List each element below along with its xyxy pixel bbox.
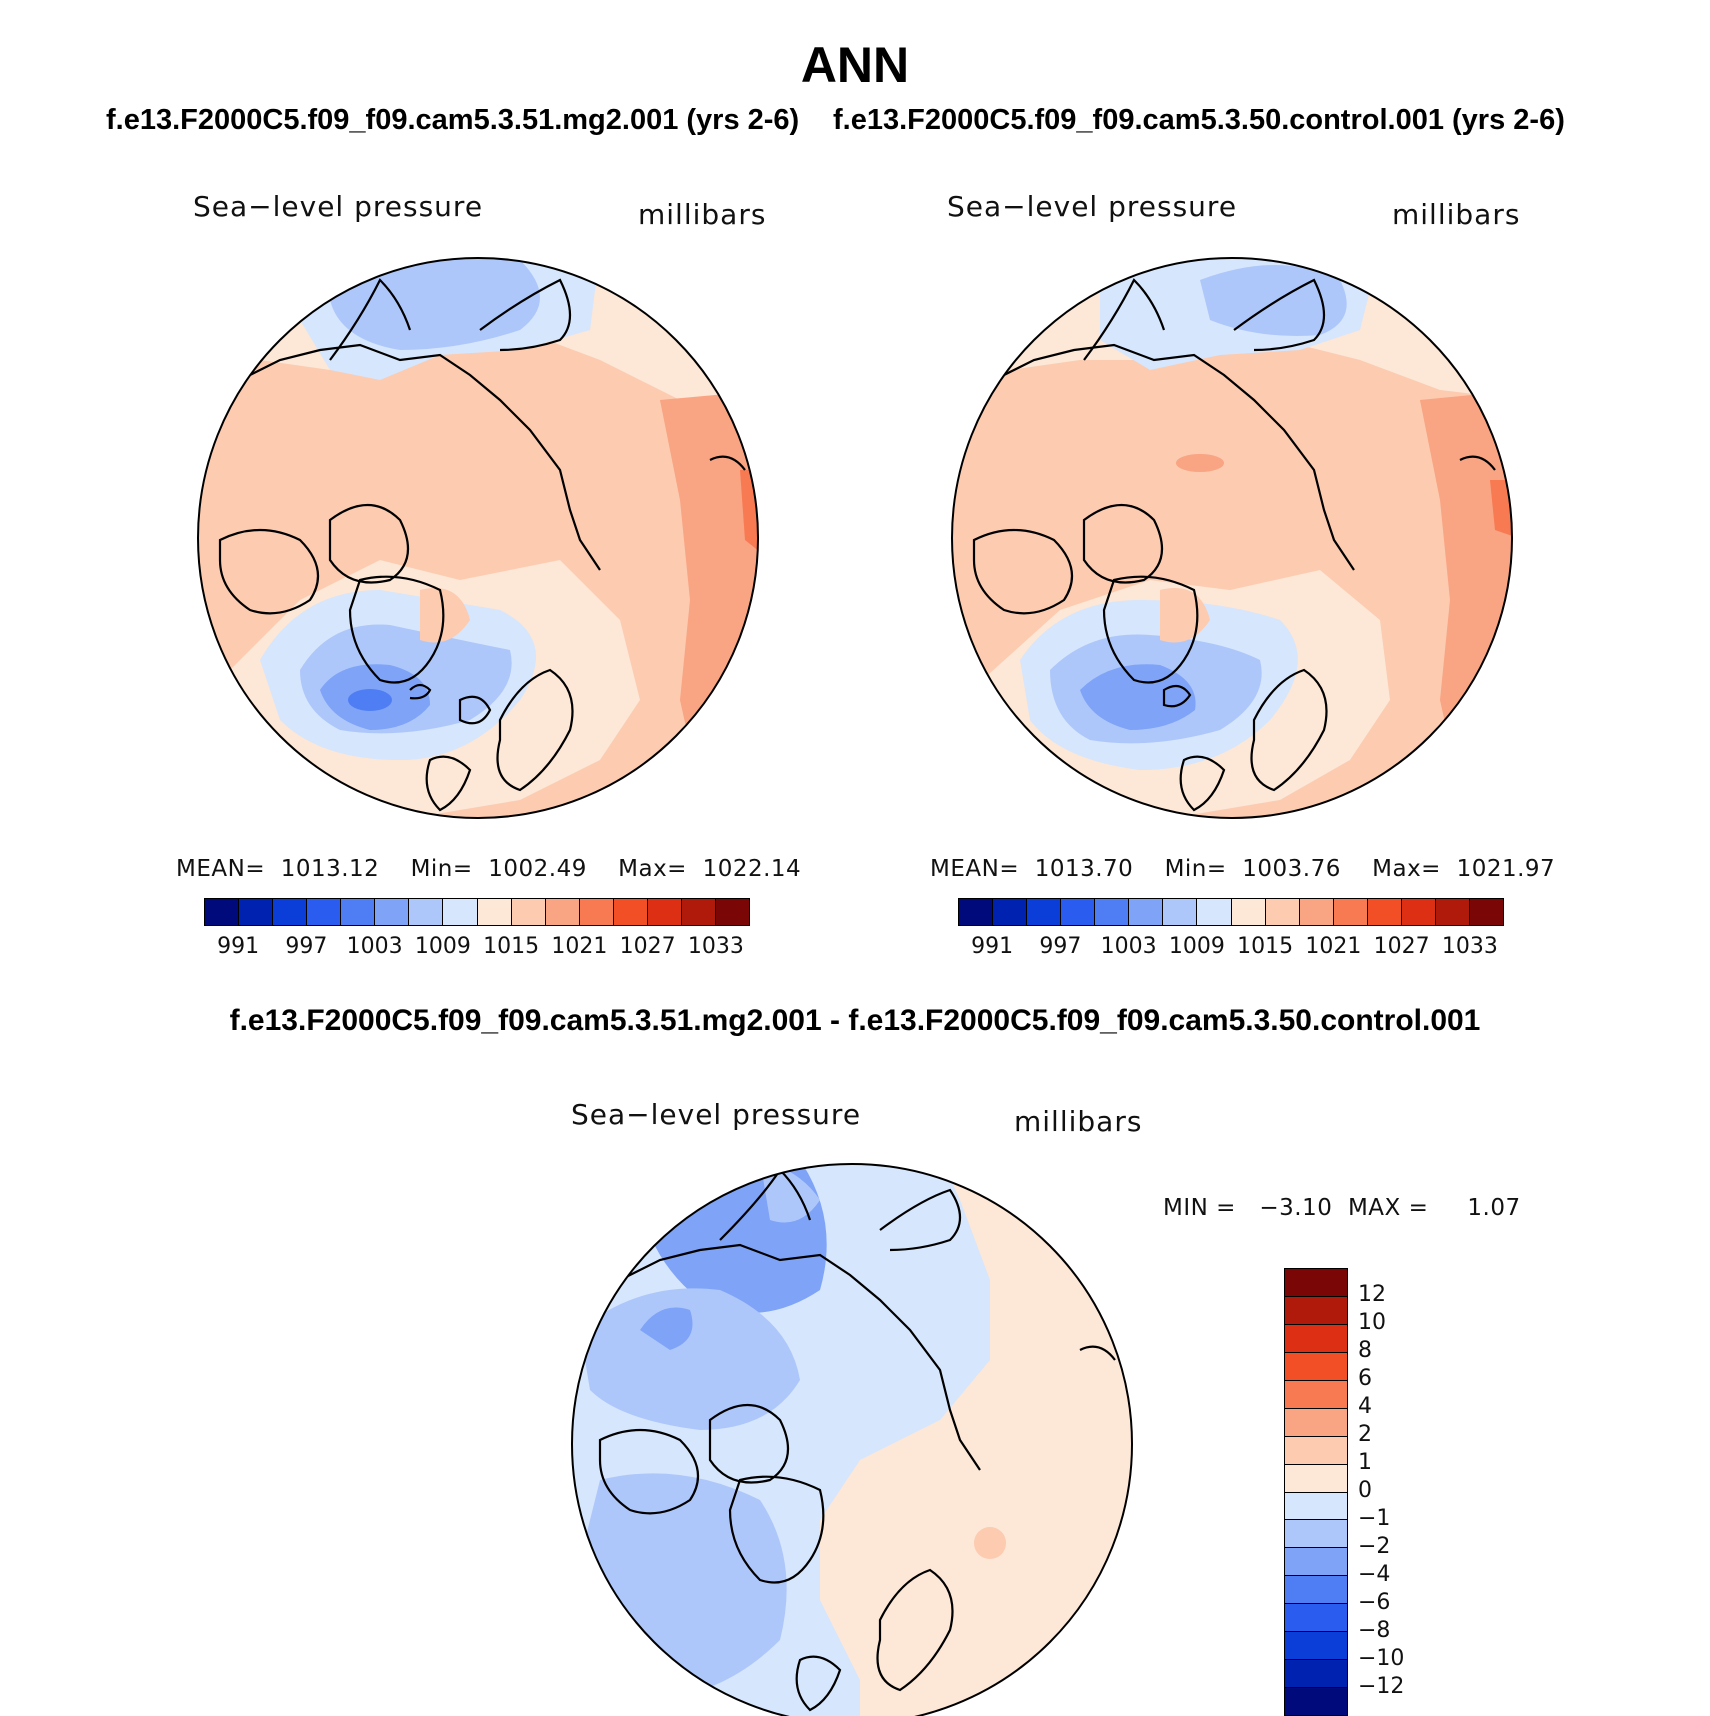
- colorbar-tick-label: −4: [1358, 1562, 1391, 1587]
- difference-title: f.e13.F2000C5.f09_f09.cam5.3.51.mg2.001 …: [229, 1004, 1481, 1037]
- colorbar-tick-label: 1015: [483, 934, 540, 959]
- colorbar-swatch: [511, 899, 546, 925]
- panel1-units-label: millibars: [638, 198, 767, 231]
- colorbar-swatch: [1285, 1352, 1347, 1381]
- colorbar-tick-label: 1027: [1373, 934, 1430, 959]
- colorbar-tick-label: 8: [1358, 1338, 1372, 1363]
- difference-units-label: millibars: [1014, 1105, 1143, 1138]
- colorbar-swatch: [1285, 1408, 1347, 1437]
- colorbar-swatch: [1265, 899, 1300, 925]
- colorbar-swatch: [1333, 899, 1368, 925]
- colorbar-tick-label: 1021: [551, 934, 608, 959]
- colorbar-swatch: [1285, 1548, 1347, 1577]
- colorbar-swatch: [1163, 899, 1198, 925]
- colorbar-tick-label: −10: [1358, 1646, 1405, 1671]
- colorbar-tick-label: 991: [971, 934, 1014, 959]
- colorbar-tick-label: −2: [1358, 1534, 1391, 1559]
- colorbar-swatch: [1285, 1660, 1347, 1689]
- colorbar-tick-label: 1009: [414, 934, 471, 959]
- colorbar-tick-label: −8: [1358, 1618, 1391, 1643]
- colorbar-swatch: [545, 899, 580, 925]
- colorbar-swatch: [579, 899, 614, 925]
- colorbar-swatch: [205, 899, 240, 925]
- colorbar-swatch: [1285, 1436, 1347, 1465]
- panel1-map: [198, 258, 758, 818]
- colorbar-swatch: [239, 899, 274, 925]
- colorbar-swatch: [1231, 899, 1266, 925]
- colorbar-tick-label: 1015: [1237, 934, 1294, 959]
- colorbar-swatch: [1285, 1324, 1347, 1353]
- colorbar-tick-label: −1: [1358, 1506, 1391, 1531]
- colorbar-swatch: [1285, 1520, 1347, 1549]
- difference-map: [572, 1164, 1132, 1716]
- colorbar-tick-label: 1003: [1100, 934, 1157, 959]
- colorbar-tick-label: 997: [1039, 934, 1082, 959]
- colorbar-tick-label: 0: [1358, 1478, 1372, 1503]
- colorbar-swatch: [1285, 1492, 1347, 1521]
- colorbar-swatch: [443, 899, 478, 925]
- colorbar-swatch: [1027, 899, 1062, 925]
- colorbar-swatch: [409, 899, 444, 925]
- panel2-stats: MEAN= 1013.70 Min= 1003.76 Max= 1021.97: [930, 856, 1556, 882]
- colorbar-swatch: [647, 899, 682, 925]
- panel2-map: [952, 258, 1512, 818]
- colorbar-tick-label: 1009: [1168, 934, 1225, 959]
- colorbar-tick-label: 1003: [346, 934, 403, 959]
- colorbar-swatch: [1285, 1688, 1347, 1715]
- colorbar-tick-label: 1: [1358, 1450, 1372, 1475]
- colorbar-tick-label: 1027: [619, 934, 676, 959]
- colorbar-swatch: [375, 899, 410, 925]
- panel1-variable-label: Sea−level pressure: [193, 190, 484, 223]
- colorbar-tick-label: 10: [1358, 1310, 1386, 1335]
- colorbar-tick-label: 6: [1358, 1366, 1372, 1391]
- difference-variable-label: Sea−level pressure: [571, 1098, 862, 1131]
- colorbar-swatch: [715, 899, 749, 925]
- colorbar-swatch: [1129, 899, 1164, 925]
- colorbar-swatch: [1285, 1632, 1347, 1661]
- colorbar-swatch: [613, 899, 648, 925]
- colorbar-swatch: [1285, 1380, 1347, 1409]
- colorbar-tick-label: 1021: [1305, 934, 1362, 959]
- colorbar-tick-label: 4: [1358, 1394, 1372, 1419]
- colorbar-swatch: [1435, 899, 1470, 925]
- colorbar-swatch: [1469, 899, 1503, 925]
- panel2-colorbar: [958, 898, 1504, 926]
- colorbar-tick-label: 1033: [687, 934, 744, 959]
- colorbar-swatch: [1299, 899, 1334, 925]
- colorbar-tick-label: 12: [1358, 1282, 1386, 1307]
- panel1-stats: MEAN= 1013.12 Min= 1002.49 Max= 1022.14: [176, 856, 802, 882]
- colorbar-swatch: [1367, 899, 1402, 925]
- colorbar-swatch: [1197, 899, 1232, 925]
- panel1-subtitle: f.e13.F2000C5.f09_f09.cam5.3.51.mg2.001 …: [106, 104, 800, 136]
- colorbar-swatch: [307, 899, 342, 925]
- colorbar-swatch: [1061, 899, 1096, 925]
- panel2-variable-label: Sea−level pressure: [947, 190, 1238, 223]
- colorbar-swatch: [341, 899, 376, 925]
- difference-colorbar: [1284, 1268, 1348, 1716]
- colorbar-swatch: [1285, 1464, 1347, 1493]
- panel2-subtitle: f.e13.F2000C5.f09_f09.cam5.3.50.control.…: [833, 104, 1565, 136]
- colorbar-tick-label: 2: [1358, 1422, 1372, 1447]
- colorbar-tick-label: 1033: [1441, 934, 1498, 959]
- colorbar-tick-label: −12: [1358, 1674, 1405, 1699]
- figure-title: ANN: [800, 37, 910, 93]
- colorbar-swatch: [1285, 1604, 1347, 1633]
- panel1-colorbar: [204, 898, 750, 926]
- colorbar-swatch: [681, 899, 716, 925]
- colorbar-swatch: [959, 899, 994, 925]
- colorbar-swatch: [1285, 1576, 1347, 1605]
- colorbar-tick-label: 991: [217, 934, 260, 959]
- colorbar-tick-label: −6: [1358, 1590, 1391, 1615]
- colorbar-swatch: [1401, 899, 1436, 925]
- colorbar-swatch: [1285, 1269, 1347, 1297]
- colorbar-tick-label: 997: [285, 934, 328, 959]
- colorbar-swatch: [993, 899, 1028, 925]
- colorbar-swatch: [477, 899, 512, 925]
- difference-stats: MIN = −3.10 MAX = 1.07: [1163, 1195, 1521, 1221]
- colorbar-swatch: [273, 899, 308, 925]
- panel2-units-label: millibars: [1392, 198, 1521, 231]
- colorbar-swatch: [1095, 899, 1130, 925]
- colorbar-swatch: [1285, 1296, 1347, 1325]
